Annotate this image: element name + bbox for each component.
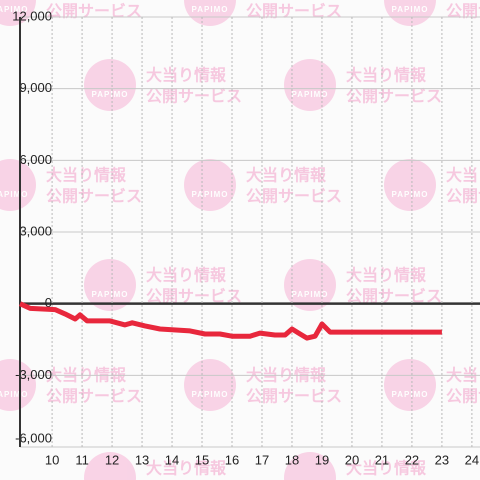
y-tick-label: 3,000 [19,223,52,238]
watermark-line1: 大当り情報 [146,459,227,478]
x-tick-label: 16 [225,452,239,467]
watermark-logo-text: PAPIMO [192,190,229,199]
x-tick-label: 12 [105,452,119,467]
watermark-line1: 大当り情報 [246,166,327,185]
y-tick-label: 9,000 [19,80,52,95]
watermark-logo [0,0,36,26]
x-tick-label: 14 [165,452,179,467]
x-tick-label: 17 [255,452,269,467]
watermark-logo-text: PAPIMO [92,90,129,99]
watermark-line2: 公開サービス [346,87,442,106]
watermark-logo [184,359,236,411]
watermark-line1: 大当り情報 [346,66,427,85]
watermark-logo-text: PAPIMO [0,5,28,14]
watermark-line2: 公開サービス [46,387,142,406]
watermark-line1: 大当り情報 [146,66,227,85]
watermark-logo [284,59,336,111]
watermark-logo [384,0,436,26]
watermark-logo-text: PAPIMO [292,290,329,299]
watermark-logo-text: PAPIMO [392,5,429,14]
watermark-logo [0,359,36,411]
watermark-logo-text: PAPIMO [0,390,28,399]
watermark-logo [284,259,336,311]
watermark-logo-text: PAPIMO [192,5,229,14]
y-tick-label: -6,000 [15,430,52,445]
watermark-logo [284,452,336,480]
y-tick-label: 0 [45,295,52,310]
watermark-logo-text: PAPIMO [0,190,28,199]
watermark-logo [384,159,436,211]
x-tick-label: 20 [345,452,359,467]
watermark-line2: 公開サービス [246,387,342,406]
watermark-logo-text: PAPIMO [392,390,429,399]
watermark-logo-text: PAPIMO [192,390,229,399]
watermark-logo [0,159,36,211]
watermark-line1: 大当り情報 [46,166,127,185]
watermark-line1: 大当り情報 [346,266,427,285]
data-line [18,301,442,341]
watermark-logo [384,359,436,411]
watermark-logo [184,159,236,211]
watermark-line2: 公開サービス [146,87,242,106]
watermark-line2: 公開サービス [246,2,342,21]
y-tick-label: 6,000 [19,152,52,167]
watermark-logo [84,259,136,311]
watermark-line2: 公開サービス [446,2,480,21]
x-tick-label: 13 [135,452,149,467]
watermark-line2: 公開サービス [246,187,342,206]
x-tick-label: 18 [285,452,299,467]
watermark-logo-text: PAPIMO [392,190,429,199]
x-tick-label: 24 [465,452,479,467]
watermark-line2: 公開サービス [446,187,480,206]
x-tick-label: 10 [45,452,59,467]
x-tick-label: 22 [405,452,419,467]
watermark-line2: 公開サービス [46,187,142,206]
watermark-line1: 大当り情報 [346,459,427,478]
watermark-logo [84,59,136,111]
watermark-line2: 公開サービス [146,287,242,306]
watermark-line1: 大当り情報 [446,166,480,185]
plot: -6,000 -3,000 0 3,000 6,000 9,000 12,000 10 11 12… [12,8,479,467]
watermark-line2: 公開サービス [446,387,480,406]
x-tick-label: 11 [75,452,89,467]
y-tick-label: -3,000 [15,367,52,382]
grid [20,16,480,448]
watermark-logo [84,452,136,480]
watermark-logo-text: PAPIMO [292,90,329,99]
watermark-line2: 公開サービス [46,2,142,21]
x-tick-label: 21 [375,452,389,467]
watermark-line1: 大当り情報 [146,266,227,285]
watermark-line2: 公開サービス [346,287,442,306]
watermark-logo-text: PAPIMO [92,290,129,299]
x-tick-label: 23 [435,452,449,467]
watermark-logo [184,0,236,26]
x-tick-label: 19 [315,452,329,467]
y-tick-label: 12,000 [12,8,52,23]
x-tick-label: 15 [195,452,209,467]
